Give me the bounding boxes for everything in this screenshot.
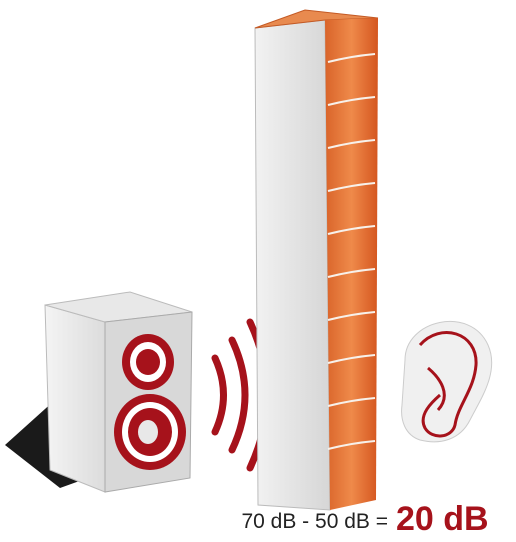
speaker-side — [44, 304, 106, 493]
mortar-joints — [327, 53, 376, 450]
wall-front — [254, 19, 331, 511]
equation-left: 70 dB - 50 dB = — [241, 510, 388, 533]
tweeter — [122, 334, 174, 390]
wall-side — [325, 18, 378, 510]
woofer — [114, 394, 186, 470]
equation-result: 20 dB — [396, 500, 489, 538]
ear — [401, 321, 493, 443]
